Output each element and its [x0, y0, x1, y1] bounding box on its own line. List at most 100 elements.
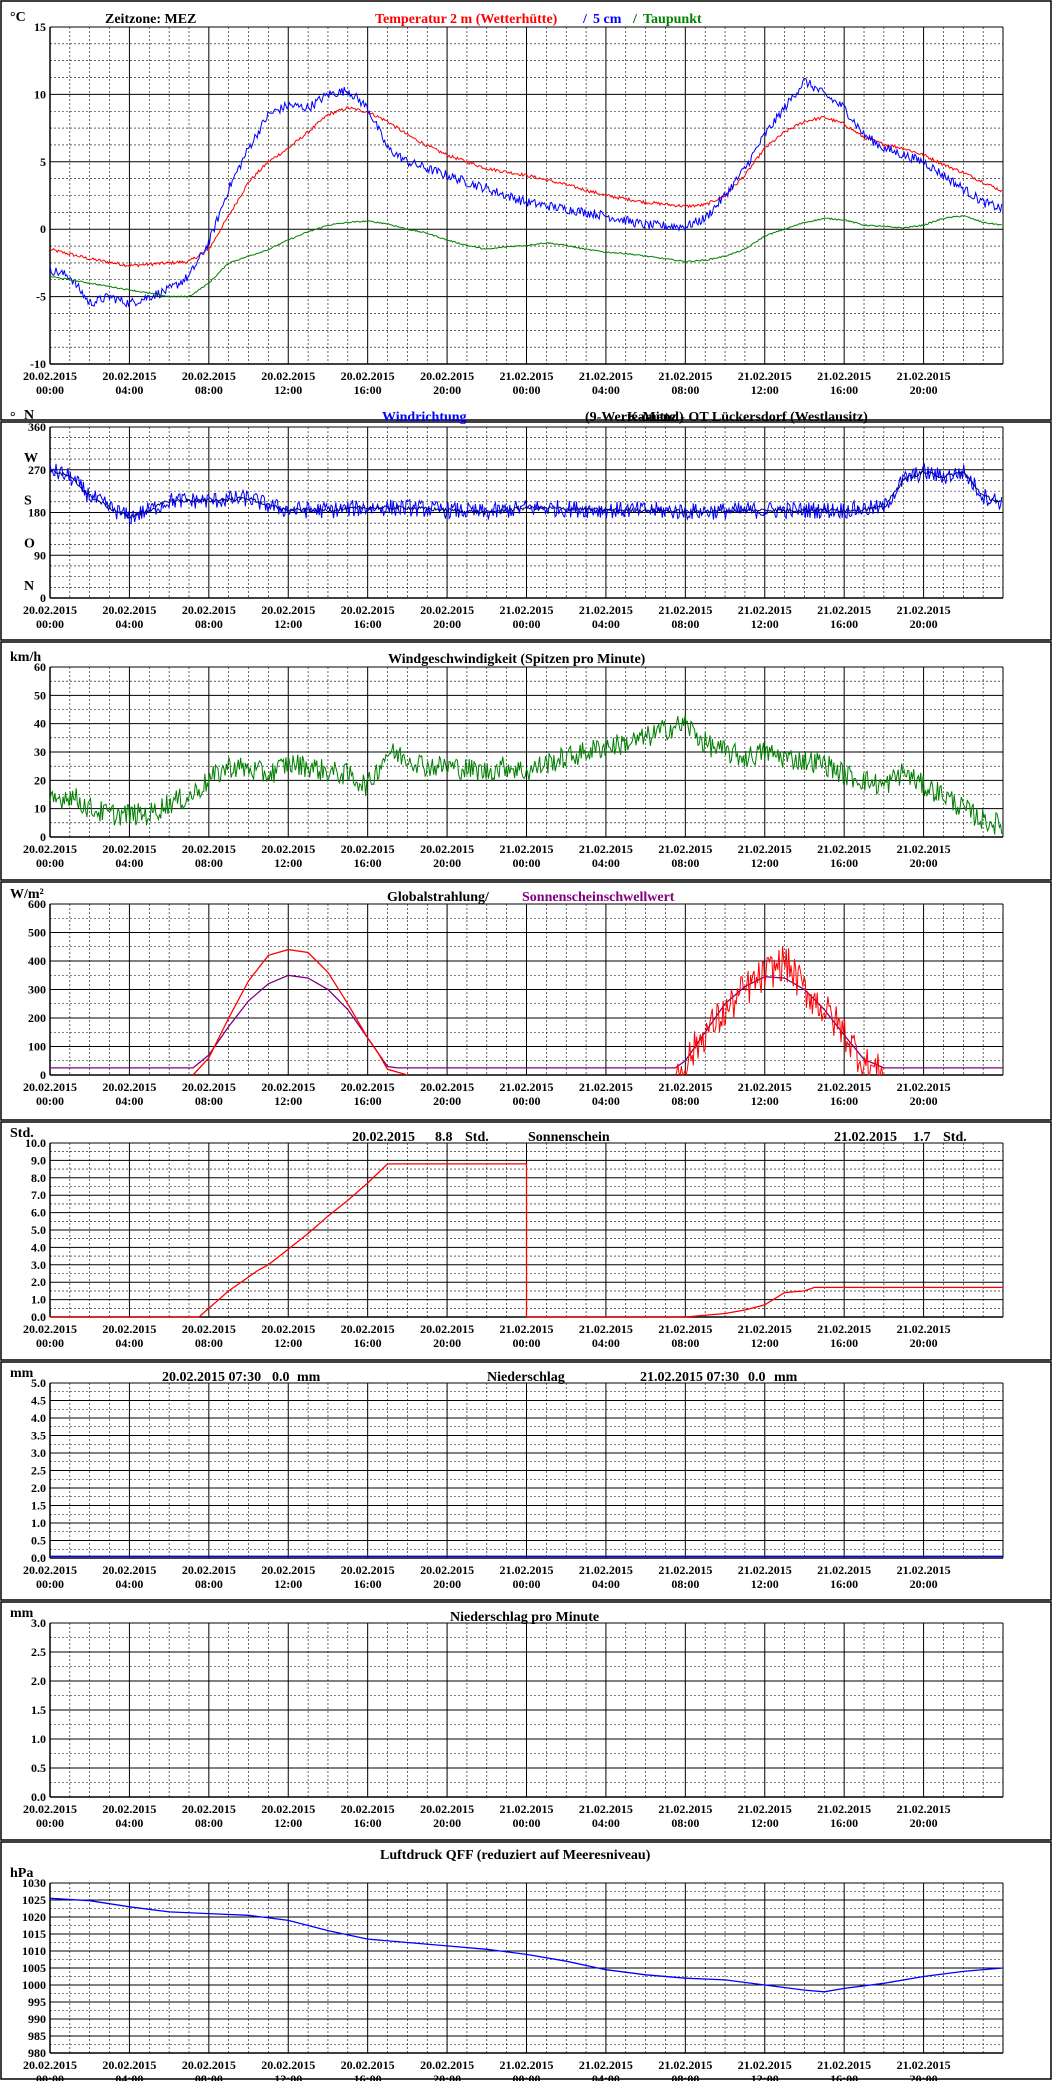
x-tick-date: 20.02.2015	[23, 1080, 77, 1094]
x-tick-time: 00:00	[36, 383, 64, 397]
x-tick-time: 08:00	[195, 383, 223, 397]
y-tick-label: -5	[36, 290, 46, 304]
x-tick-time: 08:00	[671, 1816, 699, 1830]
x-tick-date: 20.02.2015	[261, 1802, 315, 1816]
y-tick-label: 30	[34, 745, 46, 759]
y-tick-label: 5.0	[31, 1376, 46, 1390]
panel-frame	[0, 641, 1052, 881]
y-tick-label: 9.0	[31, 1153, 46, 1167]
chart-title-part: Windrichtung	[382, 410, 467, 425]
x-tick-date: 20.02.2015	[182, 2058, 236, 2072]
x-tick-time: 16:00	[354, 2072, 382, 2081]
x-tick-date: 20.02.2015	[102, 1802, 156, 1816]
x-tick-date: 20.02.2015	[420, 2058, 474, 2072]
x-tick-date: 21.02.2015	[817, 2058, 871, 2072]
chart-title-part: /	[632, 12, 638, 27]
x-tick-date: 20.02.2015	[261, 1080, 315, 1094]
x-tick-time: 20:00	[433, 2072, 461, 2081]
compass-label: S	[24, 494, 32, 509]
x-tick-date: 21.02.2015	[817, 1563, 871, 1577]
x-tick-time: 16:00	[830, 856, 858, 870]
compass-label: W	[24, 451, 38, 466]
y-tick-label: 1.0	[31, 1293, 46, 1307]
x-tick-time: 12:00	[751, 1094, 779, 1108]
x-tick-date: 20.02.2015	[182, 1322, 236, 1336]
y-tick-label: 40	[34, 717, 46, 731]
panel-frame	[0, 1841, 1052, 2080]
chart-title-part: Luftdruck QFF (reduziert auf Meeresnivea…	[380, 1848, 651, 1863]
y-tick-label: 2.0	[31, 1674, 46, 1688]
x-tick-time: 08:00	[195, 2072, 223, 2081]
grid	[49, 1382, 1004, 1559]
chart-title-part: 0.0	[748, 1370, 766, 1385]
chart-title-part: 20.02.2015 07:30	[162, 1370, 261, 1385]
chart-wind_speed: 0102030405060km/h20.02.201500:0020.02.20…	[0, 641, 1052, 881]
y-tick-label: 360	[28, 420, 46, 434]
chart-title-part: mm	[774, 1370, 798, 1385]
x-tick-time: 08:00	[195, 617, 223, 631]
chart-title-part: (9-Werte-Mittel)	[585, 410, 684, 425]
x-tick-date: 20.02.2015	[182, 603, 236, 617]
x-tick-date: 20.02.2015	[420, 842, 474, 856]
x-tick-time: 00:00	[36, 1577, 64, 1591]
y-tick-label: 0.5	[31, 1534, 46, 1548]
x-tick-time: 16:00	[830, 1577, 858, 1591]
x-tick-date: 21.02.2015	[897, 603, 951, 617]
chart-title-part: Std.	[943, 1130, 967, 1145]
y-tick-label: 1.5	[31, 1499, 46, 1513]
y-tick-label: 4.0	[31, 1411, 46, 1425]
x-tick-time: 00:00	[513, 383, 541, 397]
x-tick-time: 00:00	[513, 617, 541, 631]
series-line	[49, 1897, 1004, 1993]
x-tick-date: 21.02.2015	[579, 1080, 633, 1094]
y-tick-label: 0	[40, 591, 46, 605]
unit-label: km/h	[10, 650, 41, 665]
x-tick-date: 20.02.2015	[102, 1080, 156, 1094]
x-tick-date: 21.02.2015	[579, 842, 633, 856]
x-tick-time: 08:00	[671, 1336, 699, 1350]
x-tick-time: 04:00	[592, 1577, 620, 1591]
unit-label: hPa	[10, 1866, 33, 1881]
x-tick-date: 21.02.2015	[658, 1802, 712, 1816]
x-tick-time: 04:00	[592, 1816, 620, 1830]
chart-pressure: 980 985 990 995 1000 1005 1010 1015 1020 1025 1030…	[0, 1841, 1052, 2081]
chart-global_radiation: 0100200300400500600W/m²20.02.201500:0020…	[0, 881, 1052, 1121]
x-tick-date: 21.02.2015	[897, 369, 951, 383]
y-tick-label: 2.0	[31, 1481, 46, 1495]
x-tick-time: 04:00	[592, 856, 620, 870]
x-tick-time: 20:00	[433, 1816, 461, 1830]
x-tick-date: 21.02.2015	[579, 603, 633, 617]
x-tick-time: 00:00	[36, 856, 64, 870]
x-tick-time: 00:00	[36, 1816, 64, 1830]
x-tick-time: 16:00	[830, 2072, 858, 2081]
x-tick-date: 21.02.2015	[579, 1322, 633, 1336]
x-tick-time: 00:00	[36, 2072, 64, 2081]
x-tick-date: 20.02.2015	[341, 2058, 395, 2072]
x-tick-time: 12:00	[274, 1094, 302, 1108]
x-tick-date: 20.02.2015	[420, 1080, 474, 1094]
y-tick-label: 2.5	[31, 1645, 46, 1659]
x-tick-date: 21.02.2015	[897, 1080, 951, 1094]
x-tick-date: 20.02.2015	[261, 369, 315, 383]
x-tick-date: 20.02.2015	[182, 842, 236, 856]
x-tick-date: 21.02.2015	[658, 1563, 712, 1577]
x-tick-date: 21.02.2015	[817, 603, 871, 617]
x-tick-date: 20.02.2015	[23, 842, 77, 856]
x-tick-time: 00:00	[36, 1336, 64, 1350]
x-tick-time: 12:00	[274, 1816, 302, 1830]
x-tick-time: 04:00	[115, 617, 143, 631]
x-tick-time: 16:00	[830, 383, 858, 397]
x-tick-time: 00:00	[513, 1816, 541, 1830]
x-tick-date: 20.02.2015	[341, 842, 395, 856]
y-tick-label: 6.0	[31, 1206, 46, 1220]
chart-title-part: Temperatur 2 m (Wetterhütte)	[375, 12, 558, 27]
y-tick-label: 5	[40, 155, 46, 169]
x-tick-date: 21.02.2015	[817, 369, 871, 383]
x-tick-time: 12:00	[274, 617, 302, 631]
x-tick-time: 12:00	[751, 1577, 779, 1591]
panel-frame	[0, 0, 1052, 421]
unit-label: °C	[10, 10, 26, 25]
x-tick-date: 21.02.2015	[500, 369, 554, 383]
x-tick-time: 12:00	[274, 383, 302, 397]
x-tick-time: 12:00	[751, 617, 779, 631]
